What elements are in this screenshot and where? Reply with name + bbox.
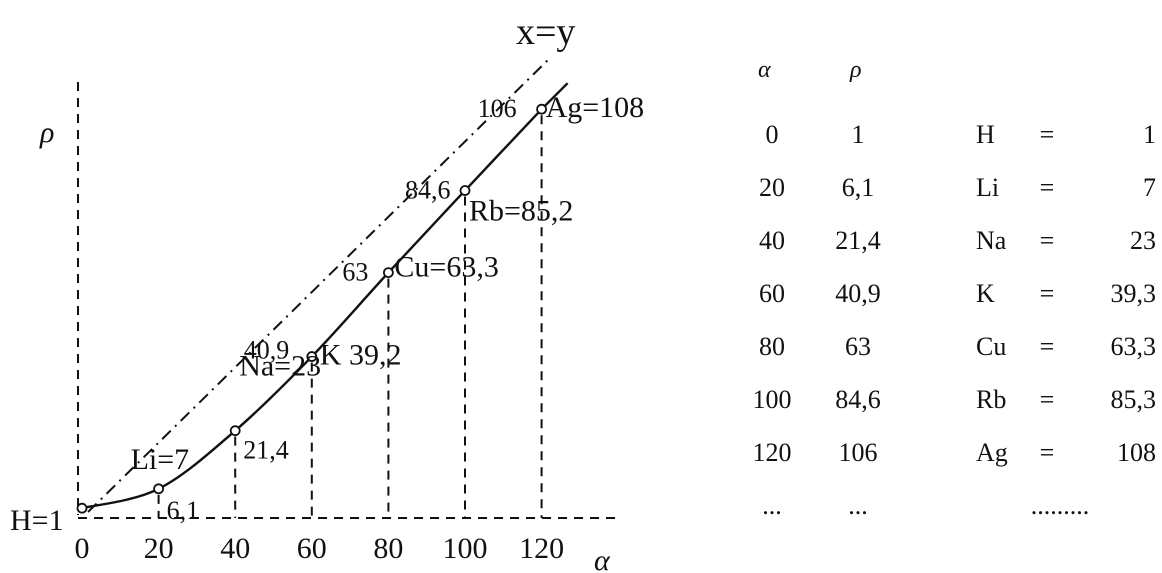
element-label-ag: Ag=108 xyxy=(546,91,645,124)
element-label-k: K 39,2 xyxy=(320,339,402,372)
table-row: 120 106 Ag = 108 xyxy=(753,438,1157,467)
x-tick-label: 80 xyxy=(373,532,403,565)
element-label-li: Li=7 xyxy=(131,443,190,476)
table-ellipsis: ... xyxy=(762,491,782,520)
table-cell-weight: 23 xyxy=(1130,226,1156,255)
table-header-rho: ρ xyxy=(849,57,862,83)
table-cell-alpha: 40 xyxy=(759,226,785,255)
point-na xyxy=(229,425,241,437)
table-ellipsis: ......... xyxy=(1031,491,1090,520)
point-ag xyxy=(536,103,547,115)
x-tick-label: 0 xyxy=(75,532,90,565)
table-cell-rho: 1 xyxy=(852,120,865,149)
table-header-alpha: α xyxy=(758,57,771,83)
rho-label-cu: 63 xyxy=(342,258,368,287)
table-row: 20 6,1 Li = 7 xyxy=(759,173,1156,202)
table-cell-element: Li xyxy=(976,173,999,202)
table-cell-element: Cu xyxy=(976,332,1006,361)
table-row: 0 1 H = 1 xyxy=(766,120,1157,149)
rho-label-rb: 84,6 xyxy=(405,176,451,205)
table-cell-rho: 6,1 xyxy=(842,173,875,202)
y-axis-label: ρ xyxy=(39,116,54,149)
x-tick-label: 120 xyxy=(519,532,564,565)
element-label-h: H=1 xyxy=(10,504,64,537)
table-cell-weight: 85,3 xyxy=(1111,385,1157,414)
table-cell-alpha: 120 xyxy=(753,438,792,467)
x-tick-label: 60 xyxy=(297,532,327,565)
x-tick-label: 40 xyxy=(220,532,250,565)
rho-label-li: 6,1 xyxy=(167,496,200,525)
x-tick-label: 20 xyxy=(144,532,174,565)
table-cell-element: H xyxy=(976,120,995,149)
point-k xyxy=(306,351,318,362)
table-cell-equals: = xyxy=(1040,120,1055,149)
table-row: 100 84,6 Rb = 85,3 xyxy=(753,385,1157,414)
table-cell-weight: 39,3 xyxy=(1111,279,1157,308)
table-row: 60 40,9 K = 39,3 xyxy=(759,279,1156,308)
table-cell-equals: = xyxy=(1040,332,1055,361)
point-cu xyxy=(382,267,394,279)
point-rb xyxy=(459,185,471,196)
identity-line xyxy=(87,57,551,513)
table-cell-equals: = xyxy=(1040,279,1055,308)
table-cell-rho: 84,6 xyxy=(835,385,881,414)
table-cell-equals: = xyxy=(1040,385,1055,414)
identity-line-label: x=y xyxy=(516,11,575,53)
table-cell-alpha: 0 xyxy=(766,120,779,149)
table-cell-equals: = xyxy=(1040,438,1055,467)
table-cell-alpha: 100 xyxy=(753,385,792,414)
element-label-cu: Cu=63,3 xyxy=(394,251,498,284)
point-h xyxy=(76,502,88,514)
rho-label-k: 40,9 xyxy=(244,336,289,365)
table-cell-rho: 21,4 xyxy=(835,226,881,255)
table-ellipsis: ... xyxy=(848,491,868,520)
table-row: 40 21,4 Na = 23 xyxy=(759,226,1156,255)
table-cell-element: Rb xyxy=(976,385,1006,414)
x-tick-label: 100 xyxy=(443,532,488,565)
element-label-na: Na=23 xyxy=(239,350,321,383)
table-cell-element: Ag xyxy=(976,438,1008,467)
table-cell-weight: 108 xyxy=(1117,438,1156,467)
table-cell-weight: 1 xyxy=(1143,120,1156,149)
table-row: 80 63 Cu = 63,3 xyxy=(759,332,1156,361)
table-cell-rho: 40,9 xyxy=(835,279,881,308)
table-cell-equals: = xyxy=(1040,226,1055,255)
point-li xyxy=(153,483,165,495)
table-cell-weight: 7 xyxy=(1143,173,1156,202)
table-cell-rho: 106 xyxy=(839,438,878,467)
table-cell-alpha: 80 xyxy=(759,332,785,361)
table-cell-element: K xyxy=(976,279,995,308)
rho-label-ag: 106 xyxy=(478,94,517,123)
table-cell-weight: 63,3 xyxy=(1111,332,1157,361)
table-cell-element: Na xyxy=(976,226,1007,255)
table-cell-alpha: 60 xyxy=(759,279,785,308)
table-cell-equals: = xyxy=(1040,173,1055,202)
table-cell-rho: 63 xyxy=(845,332,871,361)
x-axis-label: α xyxy=(594,544,611,573)
element-label-rb: Rb=85,2 xyxy=(469,195,573,228)
table-cell-alpha: 20 xyxy=(759,173,785,202)
rho-label-na: 21,4 xyxy=(243,436,289,465)
